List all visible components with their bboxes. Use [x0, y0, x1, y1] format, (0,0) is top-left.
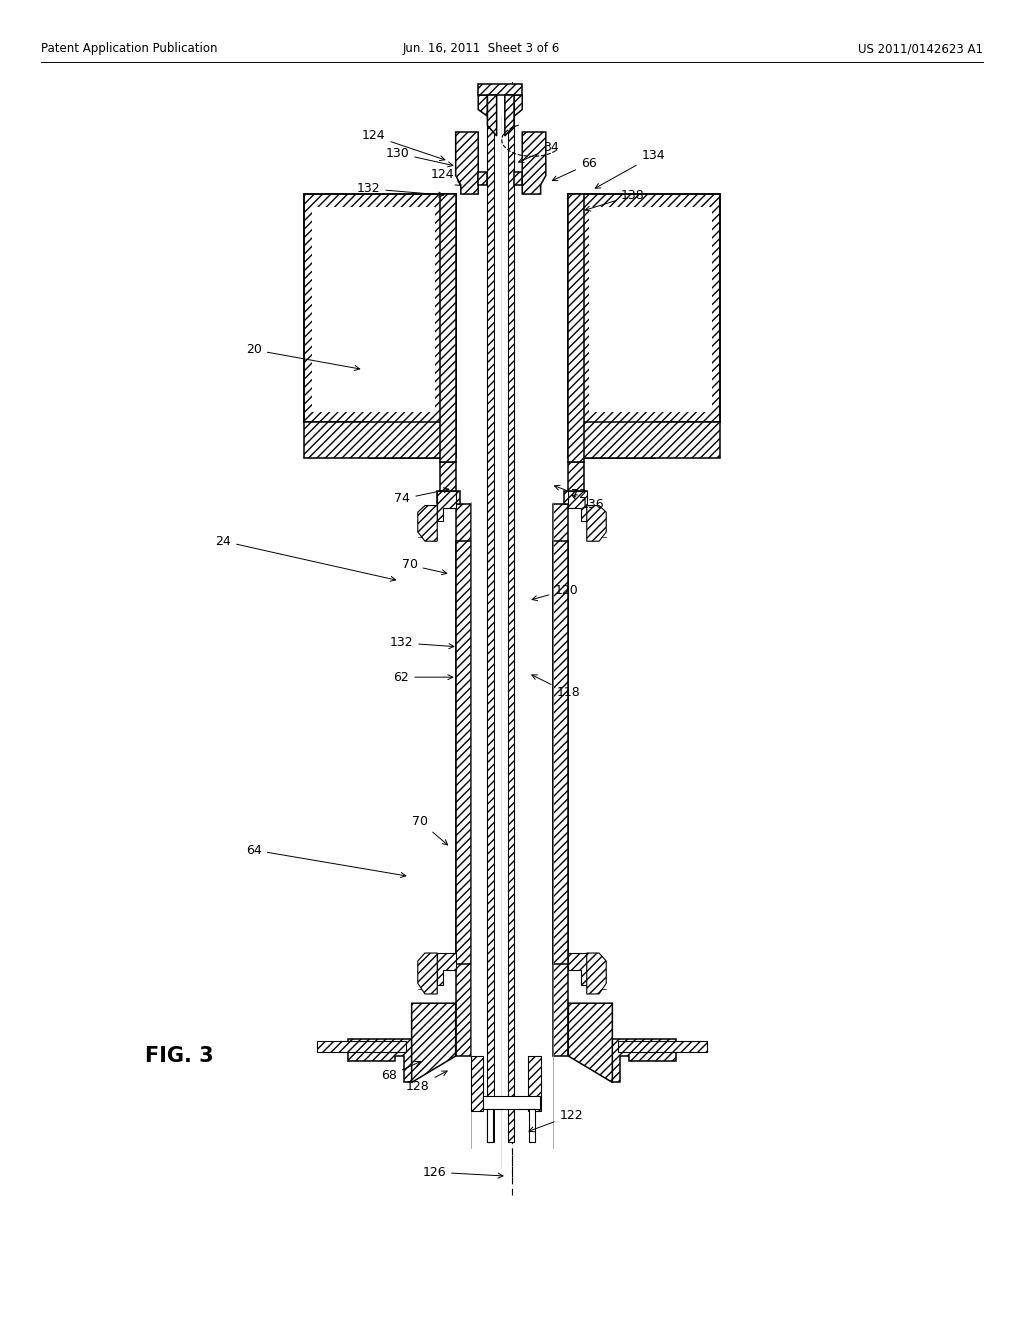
Bar: [483, 1096, 540, 1109]
Text: 120: 120: [532, 583, 579, 601]
Polygon shape: [456, 541, 471, 964]
Text: Jun. 16, 2011  Sheet 3 of 6: Jun. 16, 2011 Sheet 3 of 6: [402, 42, 560, 55]
Text: 126: 126: [422, 1166, 503, 1179]
Text: 62: 62: [393, 671, 453, 684]
Polygon shape: [412, 1003, 456, 1082]
Bar: [487, 1109, 493, 1142]
Polygon shape: [568, 491, 587, 521]
Polygon shape: [304, 194, 456, 458]
Polygon shape: [487, 116, 494, 1142]
Bar: [528, 1056, 541, 1111]
Polygon shape: [568, 1003, 612, 1082]
Polygon shape: [568, 194, 584, 462]
Bar: [618, 1041, 707, 1052]
Text: 134: 134: [595, 149, 666, 189]
Bar: [568, 422, 720, 458]
Polygon shape: [437, 491, 456, 521]
Polygon shape: [456, 132, 478, 194]
Text: FIG. 3: FIG. 3: [144, 1045, 214, 1067]
Polygon shape: [514, 172, 522, 185]
Polygon shape: [456, 504, 471, 1056]
Polygon shape: [587, 953, 606, 994]
Bar: [304, 422, 456, 458]
Text: 20: 20: [246, 343, 359, 371]
Text: Patent Application Publication: Patent Application Publication: [41, 42, 217, 55]
Polygon shape: [505, 95, 514, 136]
Text: 124: 124: [430, 168, 461, 185]
Polygon shape: [418, 953, 437, 994]
Text: 24: 24: [215, 535, 395, 581]
Polygon shape: [478, 172, 487, 185]
Bar: [437, 491, 460, 504]
Polygon shape: [568, 462, 584, 502]
Polygon shape: [553, 541, 568, 964]
Polygon shape: [553, 504, 568, 1056]
Bar: [529, 1109, 535, 1142]
Text: 70: 70: [401, 558, 446, 574]
Polygon shape: [568, 194, 720, 458]
Text: 132: 132: [389, 636, 454, 649]
Bar: [317, 1041, 406, 1052]
Text: 64: 64: [246, 843, 406, 878]
Polygon shape: [437, 953, 456, 985]
Text: 136: 136: [571, 495, 605, 511]
Text: 132: 132: [356, 182, 443, 197]
Text: 122: 122: [529, 1109, 584, 1131]
Text: 74: 74: [394, 488, 449, 506]
Text: 128: 128: [406, 1071, 447, 1093]
Bar: [564, 491, 587, 504]
Text: 70: 70: [412, 814, 447, 845]
Text: 138: 138: [586, 189, 645, 211]
Polygon shape: [440, 194, 456, 462]
Polygon shape: [348, 1039, 412, 1082]
Bar: [312, 207, 435, 412]
Bar: [495, 106, 507, 1148]
Polygon shape: [487, 95, 497, 136]
Polygon shape: [568, 953, 587, 985]
Text: 124: 124: [361, 129, 444, 161]
Polygon shape: [522, 132, 546, 194]
Polygon shape: [418, 506, 437, 541]
Bar: [471, 1056, 483, 1111]
Text: 130: 130: [385, 147, 453, 166]
Polygon shape: [440, 462, 456, 502]
Polygon shape: [587, 506, 606, 541]
Text: 68: 68: [381, 1061, 421, 1082]
Text: US 2011/0142623 A1: US 2011/0142623 A1: [858, 42, 983, 55]
Text: 72: 72: [555, 486, 587, 502]
Polygon shape: [612, 1039, 676, 1082]
Text: 34: 34: [518, 141, 559, 162]
Polygon shape: [478, 95, 487, 116]
Polygon shape: [514, 95, 522, 116]
Text: 66: 66: [552, 157, 597, 181]
Polygon shape: [508, 116, 514, 1142]
Bar: [478, 84, 522, 95]
Text: 118: 118: [531, 675, 581, 700]
Bar: [589, 207, 712, 412]
